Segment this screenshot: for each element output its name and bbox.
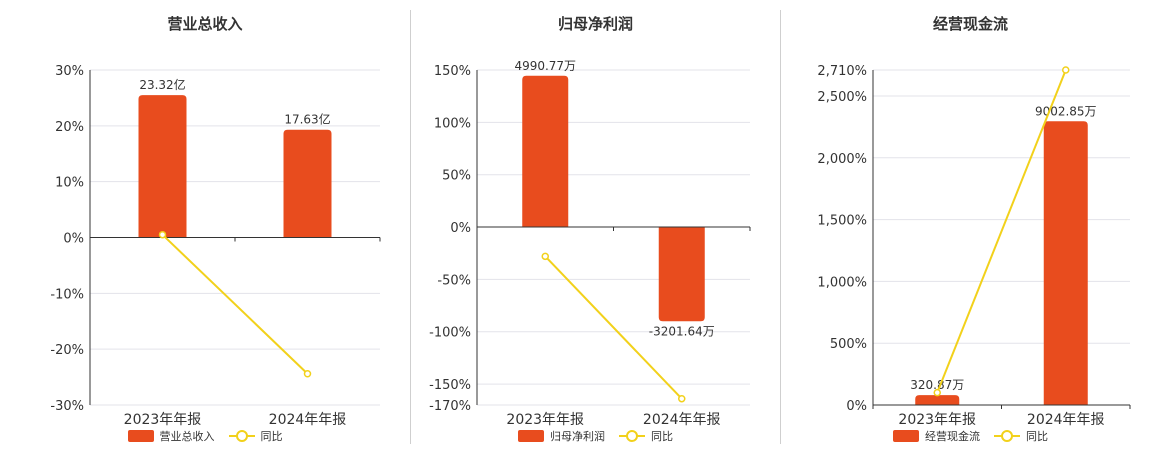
data-label: 320.87万 [910, 378, 964, 392]
data-label: 17.63亿 [284, 112, 330, 127]
chart-legend: 营业总收入 同比 [0, 428, 410, 444]
chart-panel-operating-cash-flow: 经营现金流 0% 500% 1,000% 1,500% 2,000% 2,500% 2,71… [781, 0, 1160, 450]
chart-panel-net-profit: 归母净利润 -170% -150% -100% -50% 0% 50% 100% 150% 49… [411, 0, 780, 450]
y-tick-label: -20% [50, 343, 84, 358]
x-tick-label: 2023年年报 [898, 412, 976, 428]
x-tick-label: 2023年年报 [506, 412, 584, 428]
y-tick-label: 500% [830, 337, 867, 352]
x-tick-label: 2024年年报 [643, 412, 721, 428]
line-series [936, 69, 1067, 394]
y-tick-label: 100% [434, 116, 471, 131]
chart-title: 营业总收入 [167, 15, 243, 33]
data-label: 4990.77万 [514, 59, 576, 73]
y-tick-label: 0% [63, 232, 84, 247]
panel-divider [410, 10, 411, 444]
data-label: 23.32亿 [139, 77, 185, 92]
y-tick-label: 0% [450, 221, 471, 236]
bar [522, 75, 569, 228]
legend-bar-swatch [518, 430, 544, 442]
y-tick-label: 50% [442, 169, 471, 184]
data-label: 9002.85万 [1035, 104, 1097, 118]
line-series [161, 233, 309, 375]
y-tick-label: 0% [846, 399, 867, 414]
chart-svg: 0% 500% 1,000% 1,500% 2,000% 2,500% 2,710% 320.… [817, 64, 1131, 428]
legend-line-label: 同比 [260, 430, 283, 443]
legend-bar-label: 归母净利润 [550, 430, 605, 443]
y-tick-label: -10% [50, 287, 84, 302]
line-series [544, 255, 683, 400]
y-tick-label: 10% [55, 176, 84, 191]
chart-svg: -30% -20% -10% 0% 10% 20% 30% 23.32亿 17.63亿 2023年… [50, 64, 381, 428]
y-tick-label: 1,500% [817, 214, 867, 229]
x-tick-label: 2024年年报 [269, 412, 347, 428]
y-tick-label: 2,500% [817, 90, 867, 105]
legend-line-label: 同比 [651, 430, 673, 443]
chart-legend: 经营现金流 同比 [781, 428, 1160, 444]
bar [1043, 121, 1088, 406]
legend-bar-label: 经营现金流 [925, 430, 980, 443]
line-point [1062, 66, 1070, 74]
y-tick-label: -30% [50, 399, 84, 414]
line-point [158, 230, 167, 239]
data-label: -3201.64万 [649, 324, 715, 338]
line-point [678, 394, 686, 403]
y-tick-label: 1,000% [817, 275, 867, 290]
legend-line-label: 同比 [1026, 430, 1048, 443]
legend-line-key [619, 430, 645, 442]
bar [283, 129, 332, 238]
chart-legend: 归母净利润 同比 [411, 428, 780, 444]
y-tick-label: -50% [437, 273, 471, 288]
legend-bar-label: 营业总收入 [159, 430, 215, 443]
line-point [303, 369, 312, 378]
chart-title: 经营现金流 [932, 15, 1008, 33]
y-tick-label: 150% [434, 64, 471, 79]
legend-line-key [994, 430, 1020, 442]
panel-divider [780, 10, 781, 444]
line-point [933, 388, 941, 397]
legend-bar-swatch [127, 430, 154, 442]
y-tick-label: -170% [429, 399, 471, 414]
legend-line-key [228, 430, 255, 442]
chart-panel-revenue: 营业总收入 -30% -20% -10% 0% 10% 20% 30% 23.32亿 17.63… [0, 0, 410, 450]
bar [658, 227, 705, 322]
bar [138, 95, 187, 238]
x-tick-label: 2024年年报 [1027, 412, 1105, 428]
chart-svg: -170% -150% -100% -50% 0% 50% 100% 150% 4990.77万… [429, 59, 751, 428]
legend-bar-swatch [893, 430, 919, 442]
y-tick-label: 2,710% [817, 64, 867, 79]
y-tick-label: 30% [55, 64, 84, 79]
x-tick-label: 2023年年报 [124, 412, 202, 428]
y-tick-label: -150% [429, 378, 471, 393]
chart-title: 归母净利润 [557, 15, 633, 33]
y-tick-label: 2,000% [817, 152, 867, 167]
y-tick-label: 20% [55, 120, 84, 135]
line-point [541, 252, 549, 261]
y-tick-label: -100% [429, 326, 471, 341]
bar [915, 395, 960, 405]
